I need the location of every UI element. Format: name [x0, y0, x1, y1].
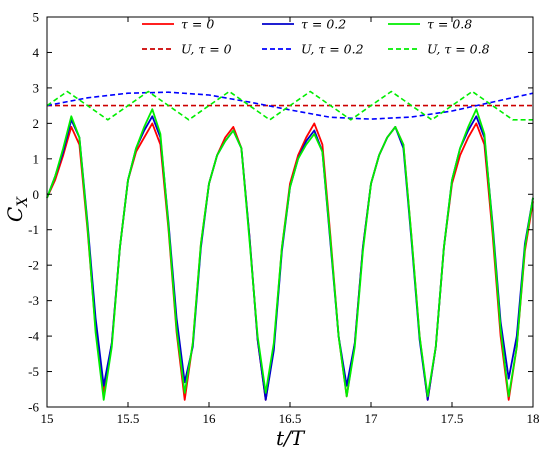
x-tick-label: 17.5	[441, 411, 464, 426]
y-axis-label: CX	[3, 196, 31, 222]
legend: τ = 0 τ = 0.2 τ = 0.8 U, τ = 0 U, τ = 0.2 U, …	[142, 17, 490, 57]
x-tick-label: 15.5	[117, 411, 140, 426]
legend-label: U, τ = 0	[181, 42, 232, 57]
y-tick-label: -2	[28, 258, 39, 273]
legend-label: τ = 0.2	[301, 17, 346, 32]
y-tick-label: 1	[33, 151, 40, 166]
plot-lines	[46, 90, 534, 401]
axis-ticks: 15 15.5 16 16.5 17 17.5 18 -6 -5 -4 -3 -2 -1 0 1 2 3 4 5	[28, 10, 539, 427]
x-axis-label: t/T	[276, 426, 306, 450]
y-tick-label: -1	[28, 222, 39, 237]
series-line-5	[46, 90, 533, 121]
x-tick-label: 16	[203, 411, 217, 426]
x-tick-label: 18	[527, 411, 540, 426]
y-tick-label: -5	[28, 364, 39, 379]
x-tick-label: 17	[365, 411, 379, 426]
y-axis-title: CX	[3, 196, 31, 222]
legend-label: τ = 0	[181, 17, 214, 32]
series-line-2	[46, 108, 534, 401]
y-tick-label: 4	[33, 45, 40, 60]
x-tick-label: 15	[41, 411, 54, 426]
y-tick-label: 2	[33, 116, 40, 131]
x-tick-label: 16.5	[279, 411, 302, 426]
x-axis-title: t/T	[276, 426, 306, 450]
y-tick-label: -6	[28, 400, 39, 415]
legend-label: U, τ = 0.8	[427, 42, 490, 57]
y-tick-label: -3	[28, 293, 39, 308]
legend-label: U, τ = 0.2	[301, 42, 364, 57]
y-tick-label: 0	[33, 187, 40, 202]
y-tick-label: 3	[33, 80, 40, 95]
y-tick-label: 5	[33, 10, 40, 25]
legend-label: τ = 0.8	[427, 17, 472, 32]
series-line-4	[46, 91, 534, 120]
y-tick-label: -4	[28, 329, 39, 344]
